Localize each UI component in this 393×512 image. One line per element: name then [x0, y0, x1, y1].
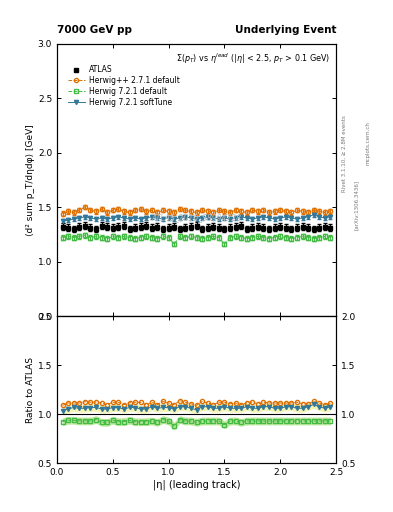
Text: ATLAS_2010_S8994728: ATLAS_2010_S8994728 — [151, 214, 242, 222]
Y-axis label: ⟨d² sum p_T/dηdφ⟩ [GeV]: ⟨d² sum p_T/dηdφ⟩ [GeV] — [26, 124, 35, 236]
Text: Rivet 3.1.10, ≥ 2.8M events: Rivet 3.1.10, ≥ 2.8M events — [342, 115, 347, 192]
Text: 7000 GeV pp: 7000 GeV pp — [57, 25, 132, 35]
Text: mcplots.cern.ch: mcplots.cern.ch — [365, 121, 371, 165]
Text: Underlying Event: Underlying Event — [235, 25, 336, 35]
Text: $\Sigma(p_T)$ vs $\eta^{lead}$ ($|\eta|$ < 2.5, $p_T$ > 0.1 GeV): $\Sigma(p_T)$ vs $\eta^{lead}$ ($|\eta|$… — [176, 52, 331, 66]
Y-axis label: Ratio to ATLAS: Ratio to ATLAS — [26, 357, 35, 423]
Text: [arXiv:1306.3436]: [arXiv:1306.3436] — [354, 180, 359, 230]
Legend: ATLAS, Herwig++ 2.7.1 default, Herwig 7.2.1 default, Herwig 7.2.1 softTune: ATLAS, Herwig++ 2.7.1 default, Herwig 7.… — [66, 63, 181, 109]
X-axis label: |η| (leading track): |η| (leading track) — [153, 480, 240, 490]
